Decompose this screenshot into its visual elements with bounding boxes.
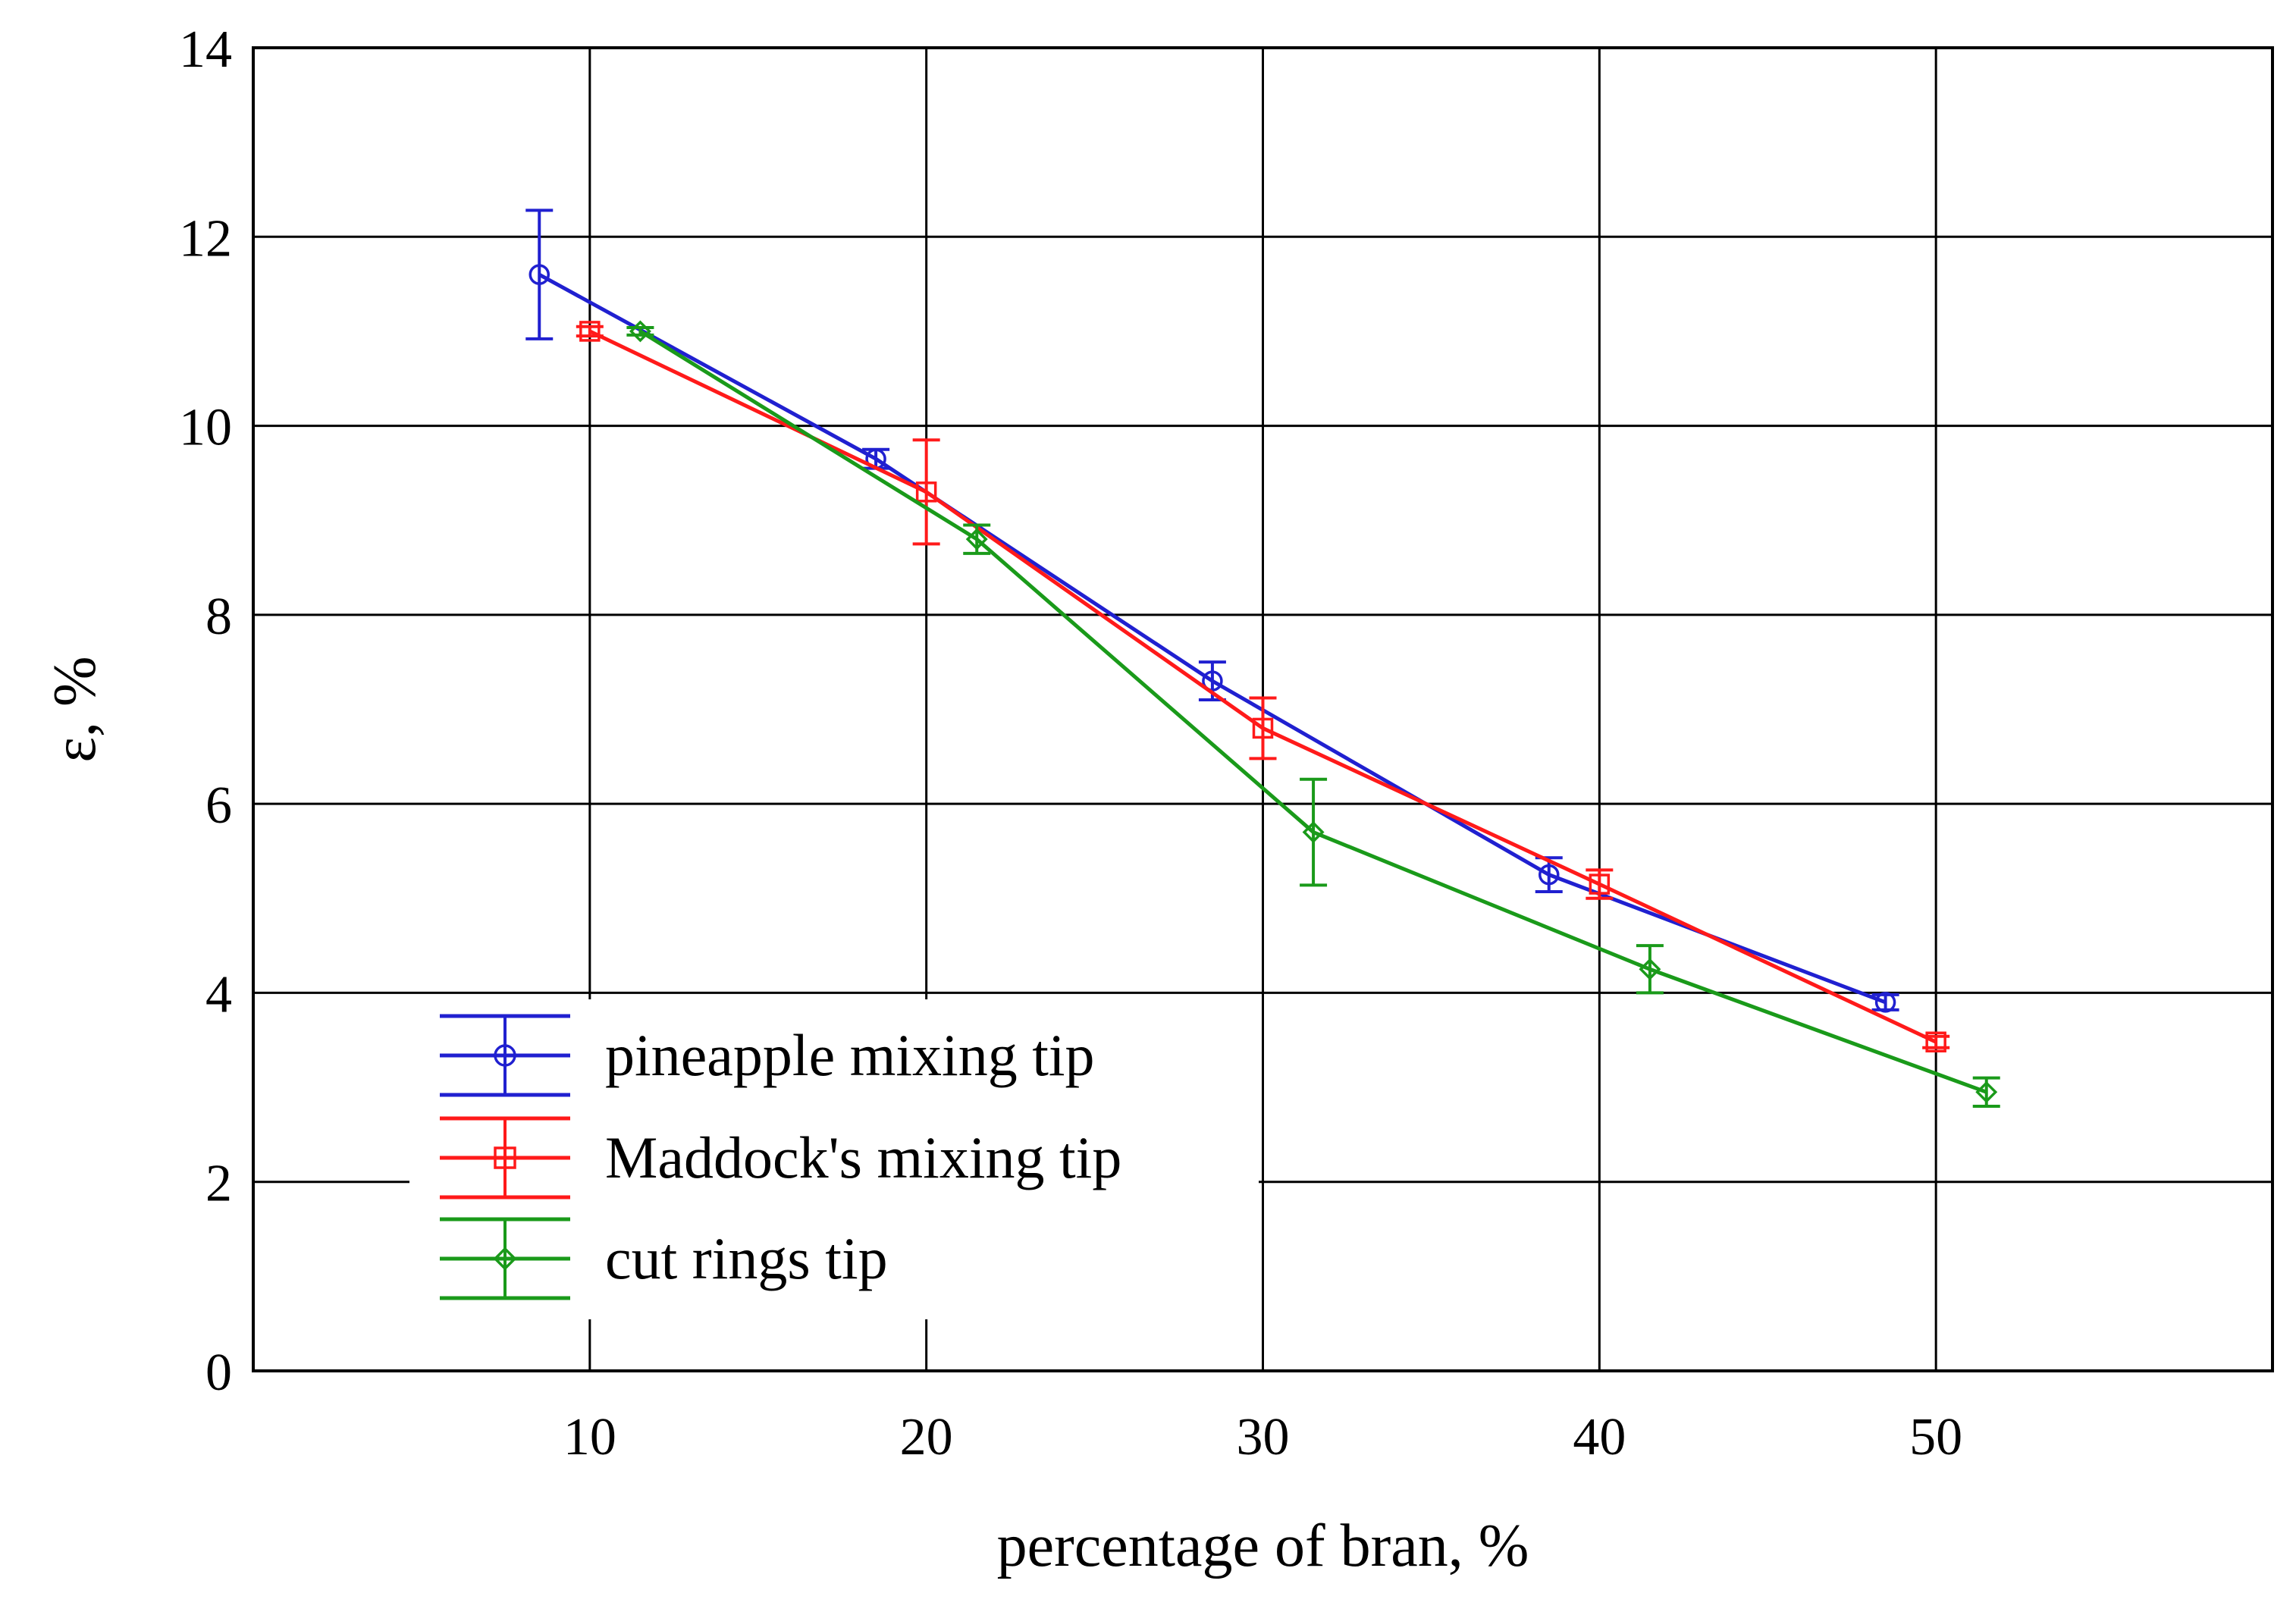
data-point [1975,1080,1998,1103]
x-tick-label: 40 [1573,1408,1626,1466]
data-point [1874,992,1896,1013]
data-point [1252,717,1274,739]
data-point [629,320,651,343]
data-point [1639,958,1661,980]
data-point [1202,670,1223,692]
y-tick-label: 6 [205,776,232,835]
x-tick-label: 50 [1909,1408,1962,1466]
x-tick-label: 20 [900,1408,953,1466]
plot-frame [252,46,2274,1372]
legend-label: cut rings tip [605,1225,888,1291]
legend: pineapple mixing tip Maddock's mixing tip… [440,1014,1121,1300]
y-tick-label: 0 [205,1344,232,1402]
y-tick-label: 14 [179,20,232,79]
y-tick-label: 8 [205,588,232,646]
data-point [529,264,550,285]
legend-entry-0: pineapple mixing tip [440,1014,1095,1097]
legend-marker [494,1146,516,1169]
y-tick-label: 2 [205,1155,232,1213]
data-point [915,481,937,503]
legend-entry-2: cut rings tip [440,1217,888,1300]
legend-label: Maddock's mixing tip [605,1124,1121,1190]
y-tick-label: 4 [205,965,232,1024]
data-point [965,528,988,550]
data-point [1302,821,1325,844]
data-point [1925,1031,1946,1052]
x-axis-title: percentage of bran, % [997,1513,1529,1579]
y-axis-title: ε, % [42,656,108,762]
legend-marker [494,1044,516,1067]
series-2 [626,320,2000,1108]
x-tick-label: 10 [563,1408,616,1466]
legend-label: pineapple mixing tip [605,1022,1095,1088]
legend-marker [493,1247,517,1271]
x-tick-label: 30 [1237,1408,1290,1466]
tick-labels: 10 20 30 40 50 0 2 4 6 8 10 12 14 [179,20,1962,1466]
y-tick-label: 12 [179,209,232,268]
legend-entry-1: Maddock's mixing tip [440,1116,1121,1200]
data-point [1539,864,1560,886]
data-point [579,321,601,342]
series-layer [525,209,2000,1108]
data-point [1589,873,1611,895]
series-0 [525,209,1899,1013]
y-tick-label: 10 [179,399,232,457]
